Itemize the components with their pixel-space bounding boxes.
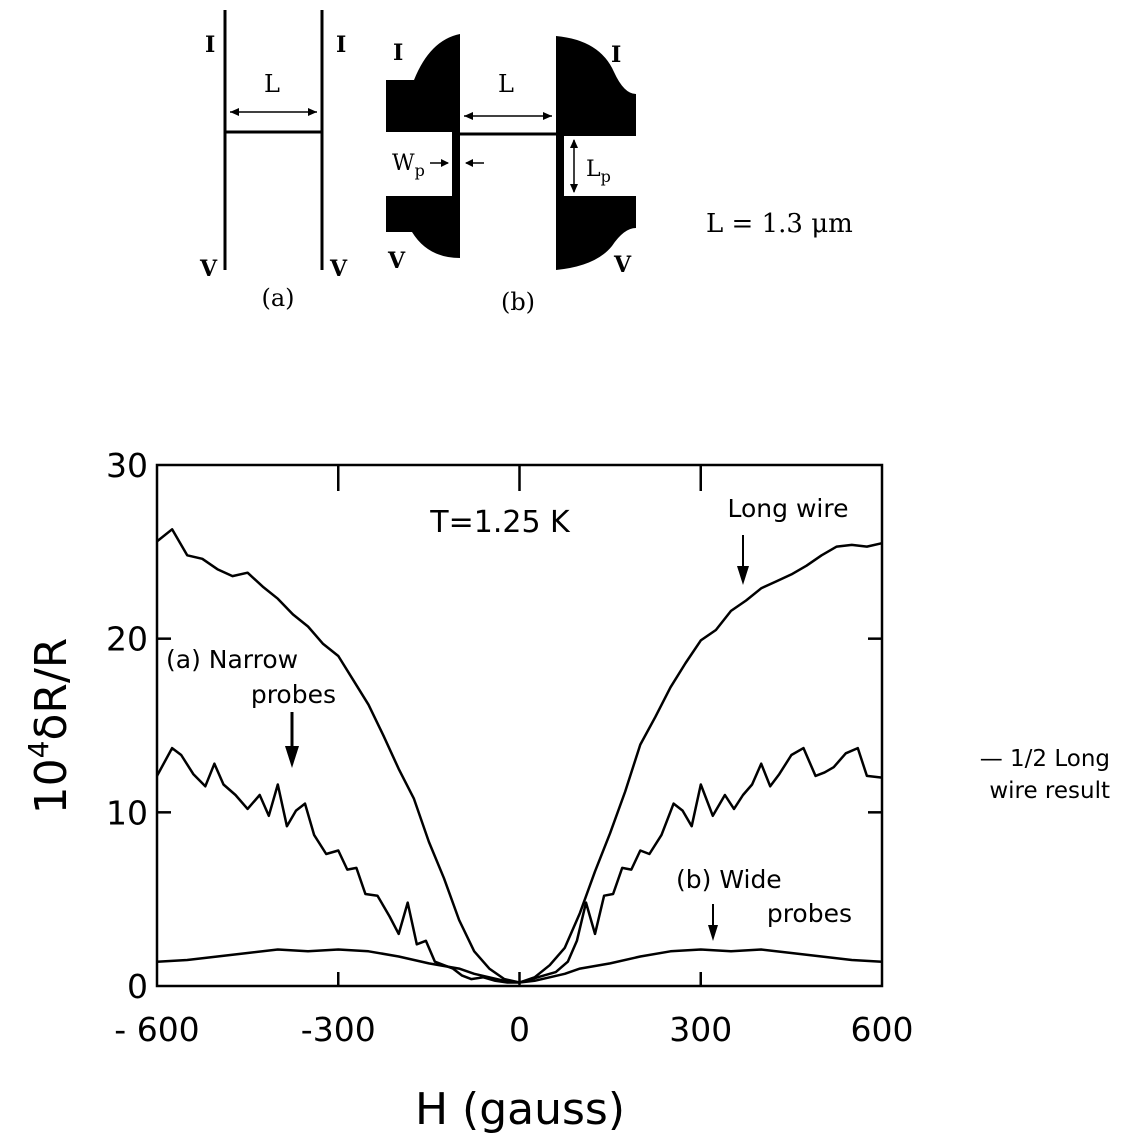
arrowhead-icon — [543, 112, 552, 120]
voltage-label-a-left: V — [199, 256, 218, 282]
x-tick-label: - 600 — [114, 1010, 199, 1049]
length-label-a: L — [264, 70, 280, 98]
axis-tick-labels: - 600 -300 0 300 600 0 10 20 30 — [106, 446, 914, 1049]
current-label-b-right: I — [611, 42, 621, 68]
arrowhead-icon — [441, 159, 449, 167]
probe-length-label: Lp — [586, 157, 611, 186]
arrowhead-icon — [570, 139, 578, 148]
temperature-annotation: T=1.25 K — [429, 505, 571, 540]
voltage-label-b-left: V — [387, 248, 406, 274]
pad-bottom-right — [556, 196, 636, 270]
arrow-down-icon — [708, 925, 718, 941]
probe-right — [556, 136, 564, 196]
current-label-a-left: I — [205, 32, 215, 58]
y-axis-label: 104δR/R — [22, 638, 77, 815]
arrowhead-icon — [308, 108, 317, 116]
length-value-text: L = 1.3 μm — [706, 209, 853, 239]
y-axis-label-suffix: δR/R — [26, 638, 77, 741]
narrow-probes-annotation-line1: (a) Narrow — [166, 645, 298, 674]
schematic-a: L I I V V (a) — [199, 10, 348, 312]
voltage-label-a-right: V — [329, 256, 348, 282]
pad-top-left — [386, 34, 460, 132]
wide-probes-annotation-line2: probes — [767, 899, 852, 928]
x-tick-label: 600 — [851, 1010, 914, 1049]
arrow-down-icon — [737, 566, 749, 585]
chart: - 600 -300 0 300 600 0 10 20 30 T=1.25 K Long wi… — [22, 446, 1110, 1135]
y-axis-label-prefix: 10 — [26, 758, 77, 814]
y-tick-label: 20 — [106, 620, 148, 659]
x-tick-label: -300 — [301, 1010, 376, 1049]
arrowhead-icon — [464, 112, 473, 120]
panel-a-caption: (a) — [261, 284, 294, 312]
pad-bottom-left — [386, 196, 460, 258]
side-note-line1: — 1/2 Long — [980, 746, 1110, 772]
panel-b-caption: (b) — [501, 288, 535, 316]
pad-top-right — [556, 36, 636, 136]
arrowhead-icon — [570, 184, 578, 193]
probe-length-subscript: p — [601, 167, 611, 186]
probe-width-subscript: p — [415, 161, 425, 180]
length-label-b: L — [498, 70, 514, 98]
narrow-probes-annotation-line2: probes — [251, 680, 336, 709]
probe-width-label: Wp — [392, 151, 425, 180]
current-label-a-right: I — [336, 32, 346, 58]
current-label-b-left: I — [393, 40, 403, 66]
x-tick-label: 0 — [509, 1010, 530, 1049]
probe-left — [452, 132, 460, 196]
probe-width-symbol: W — [392, 151, 415, 176]
y-tick-label: 0 — [127, 967, 148, 1006]
x-axis-label: H (gauss) — [415, 1084, 625, 1135]
y-tick-label: 30 — [106, 446, 148, 485]
y-tick-label: 10 — [106, 793, 148, 832]
wide-probes-annotation-line1: (b) Wide — [676, 865, 782, 894]
arrow-down-icon — [285, 746, 299, 768]
long-wire-annotation: Long wire — [728, 494, 849, 523]
series-lines — [155, 528, 883, 984]
probe-length-symbol: L — [586, 157, 601, 182]
y-axis-label-exponent: 4 — [22, 741, 55, 759]
x-tick-label: 300 — [669, 1010, 732, 1049]
voltage-label-b-right: V — [613, 252, 632, 278]
side-note-line2: wire result — [989, 778, 1110, 804]
arrowhead-icon — [465, 159, 473, 167]
series-line-3 — [156, 948, 883, 984]
schematic-b: L Wp Lp I I V V (b) — [386, 34, 636, 316]
arrowhead-icon — [230, 108, 239, 116]
